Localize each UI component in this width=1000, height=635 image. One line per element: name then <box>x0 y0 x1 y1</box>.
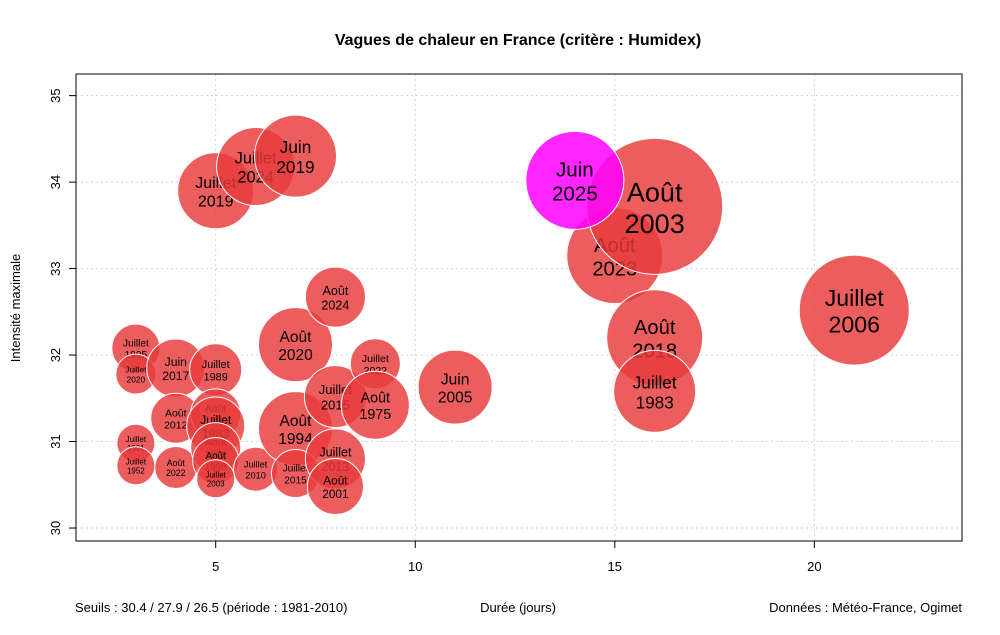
plot-frame <box>75 73 963 542</box>
bubble-year-label: 2020 <box>127 374 146 384</box>
bubble-month-label: Août <box>165 407 187 419</box>
bubble-year-label: 1975 <box>359 407 391 423</box>
bubble-month-label: Juillet <box>362 353 389 365</box>
bubble-year-label: 1989 <box>204 371 228 383</box>
y-tick-label: 35 <box>48 88 63 102</box>
y-tick-label: 31 <box>48 434 63 448</box>
bubble-year-label: 1952 <box>127 467 145 476</box>
bubble-circle <box>254 114 338 198</box>
bubble-month-label: Juillet <box>202 359 230 371</box>
bubble-year-label: 2022 <box>166 468 186 478</box>
bubble-month-label: Juillet <box>126 435 147 444</box>
bubble-circle <box>304 266 366 328</box>
bubble-month-label: Août <box>322 284 348 298</box>
bubble-month-label: Juillet <box>283 464 309 475</box>
bubble-month-label: Juillet <box>319 446 352 460</box>
chart-title: Vagues de chaleur en France (critère : H… <box>335 32 701 49</box>
bubble-year-label: 1983 <box>636 392 674 412</box>
y-axis-label: Intensité maximale <box>8 254 23 362</box>
bubble-month-label: Août <box>280 413 313 430</box>
bubble-year-label: 2019 <box>198 193 234 210</box>
x-axis-label: Durée (jours) <box>480 600 556 615</box>
x-tick-label: 20 <box>807 559 821 574</box>
bubble-year-label: 2010 <box>245 470 265 480</box>
bubble-month-label: Août <box>627 177 683 207</box>
bubble-month-label: Juillet <box>244 460 268 470</box>
bubble-year-label: 2012 <box>164 419 188 431</box>
bubble-year-label: 2001 <box>322 487 348 501</box>
bubble-year-label: 2003 <box>207 480 225 489</box>
bubble-month-label: Juillet <box>205 470 226 479</box>
bubble-month-label: Juin <box>165 355 187 369</box>
bubble-month-label: Août <box>280 329 313 346</box>
bubble-circle <box>525 130 625 230</box>
bubble-month-label: Août <box>634 317 676 339</box>
bubble-circle <box>417 349 493 425</box>
x-tick-label: 5 <box>212 559 219 574</box>
bubble-month-label: Juillet <box>125 365 147 375</box>
bubble-year-label: 2006 <box>829 312 880 338</box>
bubble-circle <box>306 458 364 516</box>
bubble-month-label: Juin <box>280 137 312 157</box>
y-tick-label: 32 <box>48 348 63 362</box>
y-tick-label: 34 <box>48 175 63 189</box>
x-tick-label: 10 <box>408 559 422 574</box>
bubble-month-label: Juillet <box>633 372 677 392</box>
footer-thresholds: Seuils : 30.4 / 27.9 / 26.5 (période : 1… <box>75 600 347 615</box>
bubble-layer: Juillet1995Juillet2020Juillet1991Juillet… <box>111 114 910 516</box>
bubble-month-label: Juillet <box>126 457 147 466</box>
bubble-month-label: Juin <box>441 371 469 388</box>
footer-sources: Données : Météo-France, Ogimet <box>769 600 962 615</box>
bubble-year-label: 2003 <box>625 209 685 239</box>
axes: 5 10 15 20 30 31 32 33 34 35 <box>48 88 822 574</box>
bubble-year-label: 2024 <box>321 298 349 312</box>
bubble-circle <box>340 370 410 440</box>
bubble-circle <box>258 307 334 383</box>
bubble-year-label: 2005 <box>438 389 472 406</box>
bubble-year-label: 2020 <box>278 347 313 364</box>
bubble-circle <box>798 254 910 366</box>
y-tick-label: 30 <box>48 521 63 535</box>
bubble-month-label: Août <box>361 391 390 407</box>
bubble-year-label: 2019 <box>276 157 314 177</box>
bubble-circle <box>613 349 697 433</box>
bubble-month-label: Août <box>323 473 348 487</box>
bubble-year-label: 2017 <box>162 369 189 383</box>
y-tick-label: 33 <box>48 261 63 275</box>
bubble-month-label: Juillet <box>123 338 149 349</box>
bubble-year-label: 2025 <box>552 183 598 206</box>
bubble-year-label: 1994 <box>278 431 313 448</box>
bubble-circle <box>196 459 236 499</box>
bubble-month-label: Juillet <box>825 285 885 311</box>
bubble-month-label: Juin <box>556 159 594 182</box>
bubble-month-label: Août <box>206 451 226 462</box>
x-tick-label: 15 <box>608 559 622 574</box>
bubble-year-label: 2015 <box>284 475 307 486</box>
bubble-month-label: Août <box>167 458 186 468</box>
